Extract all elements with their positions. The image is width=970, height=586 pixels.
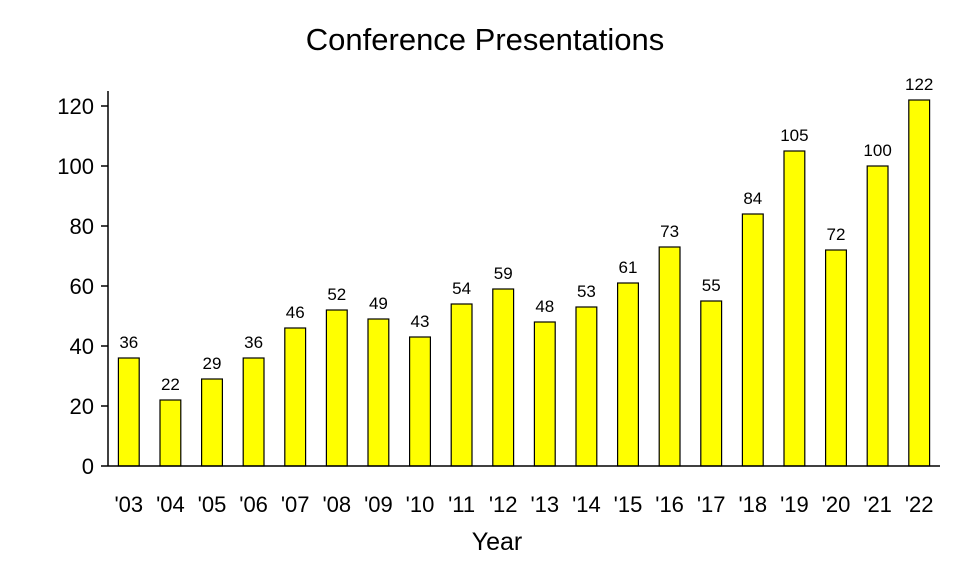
data-label: 54 (452, 279, 471, 298)
data-label: 61 (619, 258, 638, 277)
data-label: 22 (161, 375, 180, 394)
x-tick-label: '16 (655, 492, 684, 517)
bar (741, 213, 764, 467)
x-tick-label: '19 (780, 492, 809, 517)
bar (450, 303, 473, 467)
x-tick-label: '03 (114, 492, 143, 517)
x-tick-label: '05 (198, 492, 227, 517)
bar (159, 399, 182, 467)
bar (242, 357, 265, 467)
bar (492, 288, 515, 467)
bar (325, 309, 348, 467)
y-axis: 0 20 40 60 80 100 120 (57, 91, 109, 479)
bar (533, 321, 556, 467)
bar (117, 357, 140, 467)
data-label: 73 (660, 222, 679, 241)
data-label: 36 (119, 333, 138, 352)
bar (284, 327, 307, 467)
x-tick-label: '07 (281, 492, 310, 517)
x-tick-label: '13 (530, 492, 559, 517)
x-tick-label: '12 (489, 492, 518, 517)
x-axis: '03 '04 '05 '06 '07 '08 '09 '10 '11 '12 '13 '14 '15 '… (108, 465, 940, 517)
y-tick-label: 100 (57, 154, 94, 179)
y-tick-label: 80 (70, 214, 94, 239)
bar (616, 282, 639, 467)
x-tick-label: '15 (614, 492, 643, 517)
data-label: 53 (577, 282, 596, 301)
bar (658, 246, 681, 467)
bar (367, 318, 390, 467)
data-label: 105 (780, 126, 808, 145)
x-tick-label: '04 (156, 492, 185, 517)
bar (824, 249, 847, 467)
chart-title: Conference Presentations (306, 22, 664, 57)
x-tick-label: '10 (406, 492, 435, 517)
x-axis-label: Year (472, 528, 523, 556)
data-label: 43 (411, 312, 430, 331)
data-label: 100 (863, 141, 891, 160)
x-tick-label: '09 (364, 492, 393, 517)
x-tick-label: '22 (905, 492, 934, 517)
data-label: 36 (244, 333, 263, 352)
bar (783, 150, 806, 467)
x-tick-label: '14 (572, 492, 601, 517)
x-tick-label: '11 (448, 492, 475, 517)
x-tick-label: '06 (239, 492, 268, 517)
data-label: 84 (743, 189, 762, 208)
y-tick-label: 0 (82, 454, 94, 479)
bar (908, 99, 931, 467)
x-tick-label: '21 (863, 492, 892, 517)
data-label: 48 (535, 297, 554, 316)
data-label: 59 (494, 264, 513, 283)
data-label: 29 (203, 354, 222, 373)
x-tick-label: '18 (738, 492, 767, 517)
x-tick-label: '20 (822, 492, 851, 517)
bars: 36 22 29 36 46 52 49 43 54 59 48 53 61 73 55 84 105 72 100… (117, 75, 933, 467)
data-label: 49 (369, 294, 388, 313)
data-label: 55 (702, 276, 721, 295)
y-tick-label: 120 (57, 94, 94, 119)
data-label: 46 (286, 303, 305, 322)
y-tick-label: 60 (70, 274, 94, 299)
bar (700, 300, 723, 467)
bar (866, 165, 889, 467)
data-label: 122 (905, 75, 933, 94)
bar (575, 306, 598, 467)
data-label: 72 (827, 225, 846, 244)
bar (409, 336, 432, 467)
x-tick-label: '17 (697, 492, 726, 517)
data-label: 52 (327, 285, 346, 304)
bar (201, 378, 224, 467)
y-tick-label: 20 (70, 394, 94, 419)
x-tick-label: '08 (322, 492, 351, 517)
y-tick-label: 40 (70, 334, 94, 359)
